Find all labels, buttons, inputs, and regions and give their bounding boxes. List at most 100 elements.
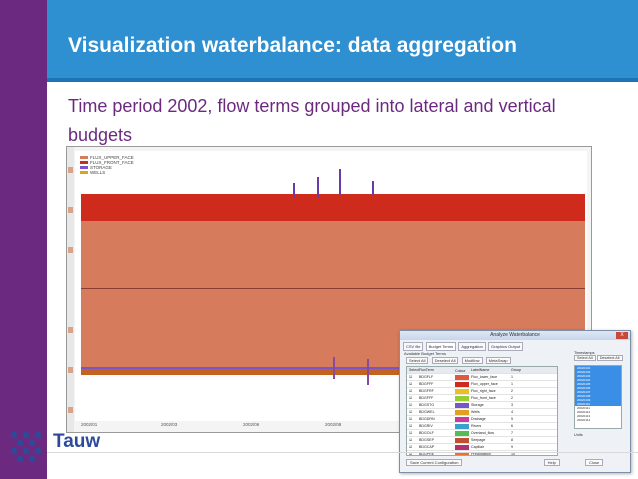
label-name[interactable]: Storage — [471, 403, 484, 407]
table-row[interactable]: ☑ BDGCAP Capillair 9 — [407, 444, 557, 451]
row-checkbox[interactable]: ☑ — [409, 382, 413, 386]
analyze-waterbalance-dialog[interactable]: Analyze Waterbalance X CSV file Budget T… — [399, 330, 631, 473]
table-row[interactable]: ☑ BDGFFF Flux_upper_face 1 — [407, 381, 557, 388]
save-configuration-button[interactable]: Save Current Configuration — [406, 459, 463, 466]
label-name[interactable]: Flux_upper_face — [471, 382, 498, 386]
colour-swatch[interactable] — [455, 409, 469, 415]
metaswap-button[interactable]: MetaSwap — [485, 357, 511, 364]
colour-swatch[interactable] — [455, 416, 469, 422]
close-button[interactable]: Close — [584, 459, 604, 466]
row-checkbox[interactable]: ☑ — [409, 452, 413, 456]
tab-aggregation[interactable]: Aggregation — [458, 342, 486, 351]
tab-budget-terms[interactable]: Budget Terms — [425, 342, 457, 351]
x-tick-label: 2002/01 — [81, 422, 98, 427]
row-checkbox[interactable]: ☑ — [409, 403, 413, 407]
colour-swatch[interactable] — [455, 381, 469, 387]
colour-swatch[interactable] — [455, 395, 469, 401]
table-row[interactable]: ☑ BDGDRN Drainage 5 — [407, 416, 557, 423]
group-value[interactable]: 8 — [511, 438, 513, 442]
group-value[interactable]: 6 — [511, 424, 513, 428]
group-value[interactable]: 4 — [511, 410, 513, 414]
timestamp-item[interactable]: 20020102 — [575, 370, 621, 374]
colour-swatch[interactable] — [455, 388, 469, 394]
group-value[interactable]: 3 — [511, 403, 513, 407]
timestamp-item[interactable]: 20020101 — [575, 366, 621, 370]
group-value[interactable]: 1 — [511, 375, 513, 379]
group-value[interactable]: 2 — [511, 396, 513, 400]
modflow-button[interactable]: Modflow — [461, 357, 483, 364]
table-row[interactable]: ☑ BDGFLF Flux_lower_face 1 — [407, 374, 557, 381]
label-name[interactable]: Flux_lower_face — [471, 375, 498, 379]
label-name[interactable]: Flux_front_face — [471, 396, 496, 400]
table-row[interactable]: ☑ BDGOLF Overland_flow 7 — [407, 430, 557, 437]
colour-swatch[interactable] — [455, 423, 469, 429]
table-row[interactable]: ☑ BDGSTO Storage 3 — [407, 402, 557, 409]
label-name[interactable]: Wells — [471, 410, 480, 414]
group-value[interactable]: 9 — [511, 445, 513, 449]
timestamp-item[interactable]: 20020109 — [575, 398, 621, 402]
sidebar-band — [0, 0, 47, 479]
y-axis-strip — [67, 147, 74, 432]
dialog-footer: Save Current Configuration Help Close — [406, 459, 604, 466]
dialog-title-bar[interactable]: Analyze Waterbalance X — [400, 331, 630, 340]
row-checkbox[interactable]: ☑ — [409, 396, 413, 400]
timestamp-item[interactable]: 20020107 — [575, 390, 621, 394]
group-value[interactable]: 2 — [511, 389, 513, 393]
table-row[interactable]: ☑ BDGFFF Flux_front_face 2 — [407, 395, 557, 402]
select-all-button[interactable]: Select All — [406, 357, 429, 364]
tab-csv-file[interactable]: CSV file — [403, 342, 424, 351]
tab-graphics-output[interactable]: Graphics Output — [488, 342, 524, 351]
row-checkbox[interactable]: ☑ — [409, 424, 413, 428]
colour-swatch[interactable] — [455, 374, 469, 380]
dialog-close-button[interactable]: X — [616, 332, 628, 339]
group-value[interactable]: 5 — [511, 417, 513, 421]
colour-swatch[interactable] — [455, 430, 469, 436]
timestamp-item[interactable]: 20020108 — [575, 394, 621, 398]
timestamp-item[interactable]: 20020104 — [575, 378, 621, 382]
timestamp-item[interactable]: 20020105 — [575, 382, 621, 386]
colour-swatch[interactable] — [455, 451, 469, 455]
row-checkbox[interactable]: ☑ — [409, 438, 413, 442]
timestamp-item[interactable]: 20020113 — [577, 414, 591, 418]
group-value[interactable]: 10 — [511, 452, 515, 456]
label-name[interactable]: Precipitation — [471, 452, 491, 456]
deselect-all-button[interactable]: Deselect All — [431, 357, 459, 364]
row-checkbox[interactable]: ☑ — [409, 389, 413, 393]
table-row[interactable]: ☑ BDGWEL Wells 4 — [407, 409, 557, 416]
timestamps-select-all-button[interactable]: Select All — [574, 355, 596, 361]
tauw-logo-text: Tauw — [53, 431, 101, 452]
label-name[interactable]: Drainage — [471, 417, 486, 421]
timestamp-item[interactable]: 20020112 — [577, 410, 591, 414]
timestamps-deselect-all-button[interactable]: Deselect All — [596, 355, 623, 361]
timestamps-list[interactable]: 20020101 20020102 20020103 20020104 20020105… — [574, 365, 622, 429]
table-row[interactable]: ☑ BDGSEP Seepage 8 — [407, 437, 557, 444]
table-row[interactable]: ☑ BDGRIV Rivers 6 — [407, 423, 557, 430]
flux-term: BDGRIV — [419, 424, 433, 428]
timestamp-item[interactable]: 20020110 — [575, 402, 621, 406]
row-checkbox[interactable]: ☑ — [409, 410, 413, 414]
timestamp-item[interactable]: 20020114 — [577, 418, 591, 422]
row-checkbox[interactable]: ☑ — [409, 417, 413, 421]
row-checkbox[interactable]: ☑ — [409, 431, 413, 435]
group-value[interactable]: 1 — [511, 382, 513, 386]
colour-swatch[interactable] — [455, 402, 469, 408]
help-button[interactable]: Help — [543, 459, 560, 466]
label-name[interactable]: Capillair — [471, 445, 484, 449]
row-checkbox[interactable]: ☑ — [409, 445, 413, 449]
label-name[interactable]: Rivers — [471, 424, 482, 428]
timestamp-item[interactable]: 20020106 — [575, 386, 621, 390]
row-checkbox[interactable]: ☑ — [409, 375, 413, 379]
label-name[interactable]: Seepage — [471, 438, 486, 442]
table-row[interactable]: ☑ BDGPRE Precipitation 10 — [407, 451, 557, 456]
flux-term: BDGSTO — [419, 403, 435, 407]
colour-swatch[interactable] — [455, 437, 469, 443]
label-name[interactable]: Overland_flow — [471, 431, 494, 435]
timestamp-item[interactable]: 20020103 — [575, 374, 621, 378]
flux-term: BDGOLF — [419, 431, 434, 435]
label-name[interactable]: Flux_right_face — [471, 389, 496, 393]
group-value[interactable]: 7 — [511, 431, 513, 435]
table-row[interactable]: ☑ BDGFRF Flux_right_face 2 — [407, 388, 557, 395]
colour-swatch[interactable] — [455, 444, 469, 450]
timestamp-item[interactable]: 20020111 — [577, 406, 590, 410]
legend-item: FLUX_UPPER_FACE — [80, 155, 134, 160]
